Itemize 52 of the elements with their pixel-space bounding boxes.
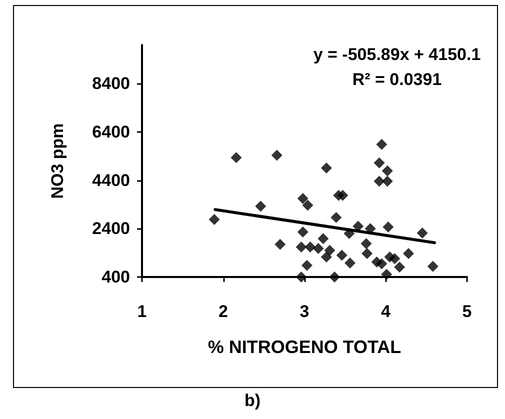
y-tick-label: 400 [102, 268, 130, 286]
point [312, 242, 324, 254]
point [376, 138, 388, 150]
point [318, 233, 329, 244]
point [389, 253, 400, 264]
y-tick-label: 4400 [92, 170, 130, 190]
y-tick-label: 6400 [92, 122, 130, 142]
point [230, 152, 242, 164]
point [297, 192, 308, 204]
point [255, 200, 266, 212]
point [301, 260, 312, 271]
y-tick-label: 8400 [92, 74, 130, 94]
point [344, 257, 356, 268]
point [427, 260, 438, 272]
point [271, 150, 282, 161]
point [296, 272, 307, 282]
point [330, 212, 342, 224]
point [416, 228, 428, 239]
y-tick-label: 2400 [92, 219, 130, 238]
point [336, 250, 348, 261]
annotation: R² = 0.0391 [352, 70, 442, 89]
y-axis-title: NO3 ppm [48, 123, 67, 199]
point [337, 190, 348, 201]
point [403, 248, 414, 260]
point [394, 262, 406, 273]
point [329, 272, 340, 282]
x-tick-label: 1 [137, 302, 147, 321]
point [374, 157, 385, 168]
point [296, 242, 307, 253]
x-tick-label: 3 [300, 302, 310, 321]
point [382, 221, 394, 232]
point [304, 242, 316, 253]
x-tick-label: 4 [381, 302, 392, 321]
x-axis-title: % NITROGENO TOTAL [208, 337, 402, 357]
point [360, 238, 372, 250]
point [382, 165, 393, 176]
x-tick-label: 5 [462, 302, 472, 321]
point [382, 176, 393, 187]
point [302, 200, 314, 211]
point [274, 238, 286, 250]
point [320, 162, 332, 174]
point [344, 228, 355, 239]
point [381, 268, 392, 280]
point [374, 176, 385, 187]
point [362, 248, 373, 260]
x-tick-label: 2 [218, 302, 228, 321]
point [324, 244, 336, 256]
point [208, 214, 220, 225]
text: b) [244, 391, 261, 410]
annotation: y = -505.89x + 4150.1 [313, 45, 481, 64]
point [376, 258, 388, 270]
point [297, 226, 308, 238]
